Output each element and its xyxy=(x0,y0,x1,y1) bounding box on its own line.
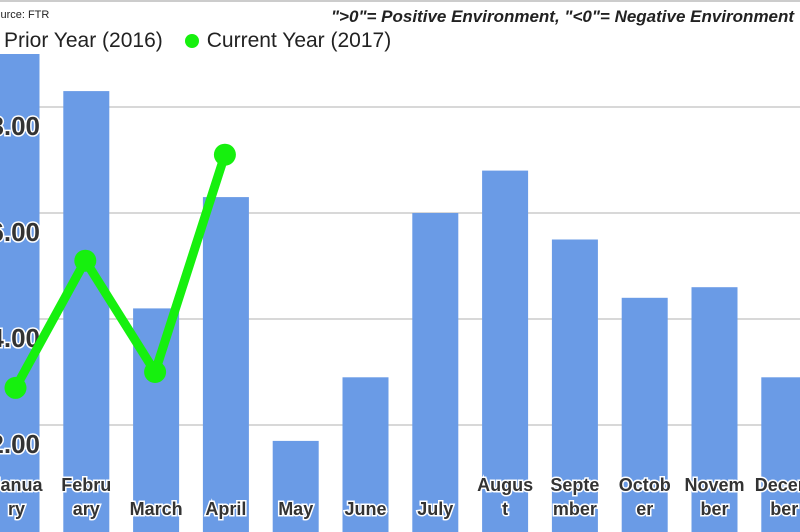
x-tick-label-january: Janua xyxy=(0,475,43,495)
legend: Prior Year (2016) Current Year (2017) xyxy=(0,29,413,53)
current-year-line xyxy=(11,153,230,391)
bar-january xyxy=(0,54,40,532)
x-tick-label-april: April xyxy=(205,499,246,519)
bar-july xyxy=(412,213,459,532)
bar-november xyxy=(691,287,738,532)
bar-december xyxy=(761,377,800,532)
x-tick-label-august: t xyxy=(502,499,508,519)
x-tick-label-november: Novem xyxy=(684,475,744,495)
x-tick-label-october: Octob xyxy=(619,475,671,495)
x-tick-label-february: ary xyxy=(73,499,100,519)
chart-source: Source: FTR xyxy=(0,9,50,21)
bar-september xyxy=(551,239,598,532)
bar-february xyxy=(63,91,110,532)
chart-note: ">0"= Positive Environment, "<0"= Negati… xyxy=(331,7,795,26)
x-tick-label-march: March xyxy=(130,499,183,519)
x-tick-label-february: Febru xyxy=(61,475,111,495)
y-tick-label: 4.00 xyxy=(0,323,40,353)
x-tick-label-november: ber xyxy=(700,499,728,519)
top-border xyxy=(0,0,800,2)
legend-label-prior-year: Prior Year (2016) xyxy=(4,29,163,52)
x-tick-label-august: Augus xyxy=(477,475,533,495)
bar-april xyxy=(202,197,249,532)
legend-swatch-current-year xyxy=(184,34,199,48)
legend-item-current-year: Current Year (2017) xyxy=(184,29,392,53)
x-tick-label-december: ber xyxy=(770,499,798,519)
x-tick-label-october: er xyxy=(636,499,653,519)
x-tick-label-july: July xyxy=(417,499,453,519)
y-tick-label: 8.00 xyxy=(0,111,40,141)
y-tick-label: 2.00 xyxy=(0,429,40,459)
y-tick-label: 6.00 xyxy=(0,217,40,247)
x-tick-label-june: June xyxy=(344,499,386,519)
legend-label-current-year: Current Year (2017) xyxy=(206,29,392,52)
x-tick-label-december: Decem xyxy=(755,475,800,495)
bar-august xyxy=(482,170,529,532)
current-year-point-march xyxy=(144,361,167,383)
current-year-point-january xyxy=(4,376,27,399)
legend-item-prior-year: Prior Year (2016) xyxy=(0,29,163,53)
x-tick-label-september: Septe xyxy=(550,475,599,495)
current-year-point-april xyxy=(213,143,236,166)
current-year-point-february xyxy=(74,249,97,272)
bar-october xyxy=(621,297,668,532)
x-tick-label-may: May xyxy=(278,499,313,519)
bar-june xyxy=(342,377,389,532)
x-tick-label-september: mber xyxy=(553,499,597,519)
x-tick-label-january: ry xyxy=(8,499,25,519)
bar-may xyxy=(272,440,319,532)
